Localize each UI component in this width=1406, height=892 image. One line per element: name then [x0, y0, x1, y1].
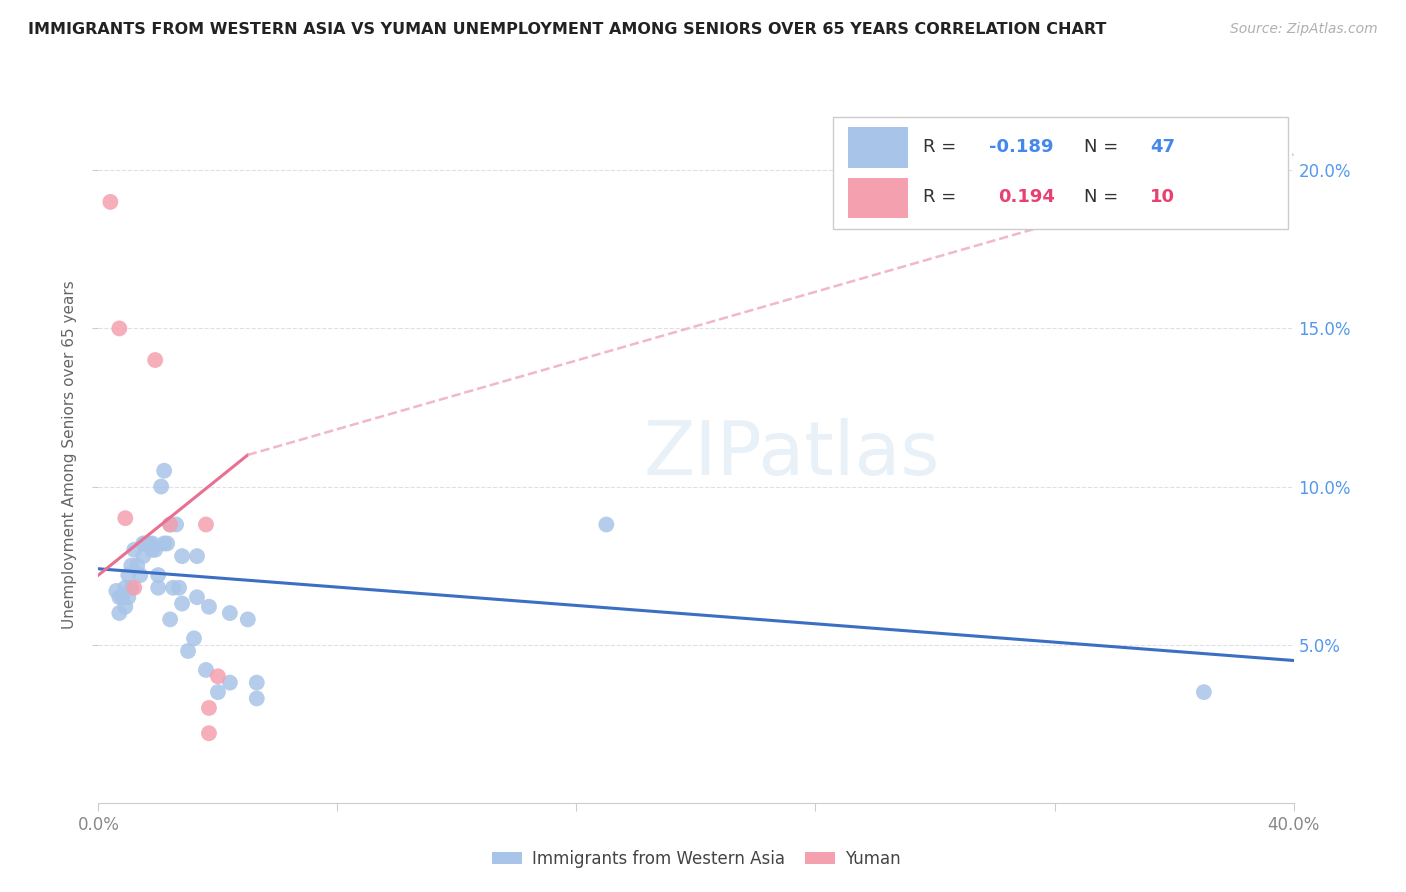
Point — [186, 591, 208, 605]
Bar — [848, 178, 907, 219]
Point — [108, 591, 131, 605]
Legend: Immigrants from Western Asia, Yuman: Immigrants from Western Asia, Yuman — [485, 843, 907, 874]
Point — [153, 536, 176, 550]
Text: Source: ZipAtlas.com: Source: ZipAtlas.com — [1230, 22, 1378, 37]
Point — [219, 675, 242, 690]
Point — [167, 581, 190, 595]
Point — [111, 591, 134, 605]
Point — [120, 558, 142, 573]
Point — [159, 612, 181, 626]
Point — [135, 536, 157, 550]
Point — [165, 517, 187, 532]
Point — [120, 581, 142, 595]
Point — [595, 517, 617, 532]
Point — [138, 536, 160, 550]
Point — [186, 549, 208, 563]
Point — [172, 597, 194, 611]
Point — [114, 511, 136, 525]
Point — [114, 581, 136, 595]
Point — [183, 632, 205, 646]
Point — [177, 644, 200, 658]
Point — [198, 599, 221, 614]
Point — [207, 669, 229, 683]
Y-axis label: Unemployment Among Seniors over 65 years: Unemployment Among Seniors over 65 years — [62, 281, 77, 629]
Text: IMMIGRANTS FROM WESTERN ASIA VS YUMAN UNEMPLOYMENT AMONG SENIORS OVER 65 YEARS C: IMMIGRANTS FROM WESTERN ASIA VS YUMAN UN… — [28, 22, 1107, 37]
Point — [108, 321, 131, 335]
Point — [100, 194, 122, 209]
Point — [124, 542, 146, 557]
Point — [195, 517, 218, 532]
Point — [246, 691, 269, 706]
Point — [141, 536, 163, 550]
Text: R =: R = — [922, 137, 962, 156]
Bar — [848, 128, 907, 168]
Point — [143, 542, 166, 557]
Point — [198, 701, 221, 715]
Point — [148, 568, 170, 582]
Point — [105, 583, 128, 598]
Point — [124, 581, 146, 595]
Text: -0.189: -0.189 — [988, 137, 1053, 156]
Point — [156, 536, 179, 550]
Point — [132, 549, 155, 563]
Point — [108, 606, 131, 620]
Point — [141, 542, 163, 557]
Text: 47: 47 — [1150, 137, 1175, 156]
Text: 10: 10 — [1150, 188, 1175, 206]
Point — [246, 675, 269, 690]
Text: ZIPatlas: ZIPatlas — [644, 418, 939, 491]
Point — [143, 353, 166, 368]
Point — [1192, 685, 1215, 699]
Text: R =: R = — [922, 188, 967, 206]
Point — [129, 568, 152, 582]
FancyBboxPatch shape — [834, 118, 1288, 229]
Point — [207, 685, 229, 699]
Point — [159, 517, 181, 532]
Point — [150, 479, 173, 493]
Point — [159, 517, 181, 532]
Text: N =: N = — [1084, 188, 1125, 206]
Point — [148, 581, 170, 595]
Point — [162, 581, 184, 595]
Text: 0.194: 0.194 — [998, 188, 1056, 206]
Point — [198, 726, 221, 740]
Point — [132, 536, 155, 550]
Point — [127, 558, 149, 573]
Point — [153, 464, 176, 478]
Point — [236, 612, 259, 626]
Point — [117, 568, 139, 582]
Point — [219, 606, 242, 620]
Point — [172, 549, 194, 563]
Point — [195, 663, 218, 677]
Point — [114, 599, 136, 614]
Point — [117, 591, 139, 605]
Text: N =: N = — [1084, 137, 1125, 156]
